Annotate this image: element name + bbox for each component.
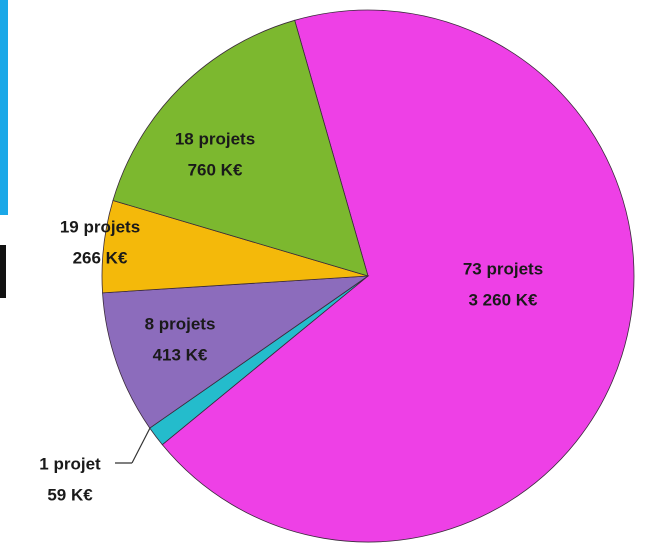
value-label: 59 K€ bbox=[47, 485, 93, 504]
value-label: 3 260 K€ bbox=[469, 290, 539, 309]
project-label: 19 projets bbox=[60, 217, 140, 236]
side-bar bbox=[0, 0, 8, 215]
value-label: 413 K€ bbox=[153, 345, 208, 364]
pie-slice bbox=[102, 275, 370, 429]
side-bar bbox=[0, 245, 6, 298]
value-label: 760 K€ bbox=[188, 160, 243, 179]
project-label: 1 projet bbox=[39, 454, 101, 473]
project-label: 18 projets bbox=[175, 129, 255, 148]
project-label: 73 projets bbox=[463, 259, 543, 278]
leader-line bbox=[131, 427, 151, 464]
project-label: 8 projets bbox=[145, 314, 216, 333]
pie bbox=[101, 9, 635, 543]
pie-slice bbox=[112, 19, 369, 277]
pie-slice bbox=[161, 9, 635, 543]
value-label: 266 K€ bbox=[73, 248, 128, 267]
